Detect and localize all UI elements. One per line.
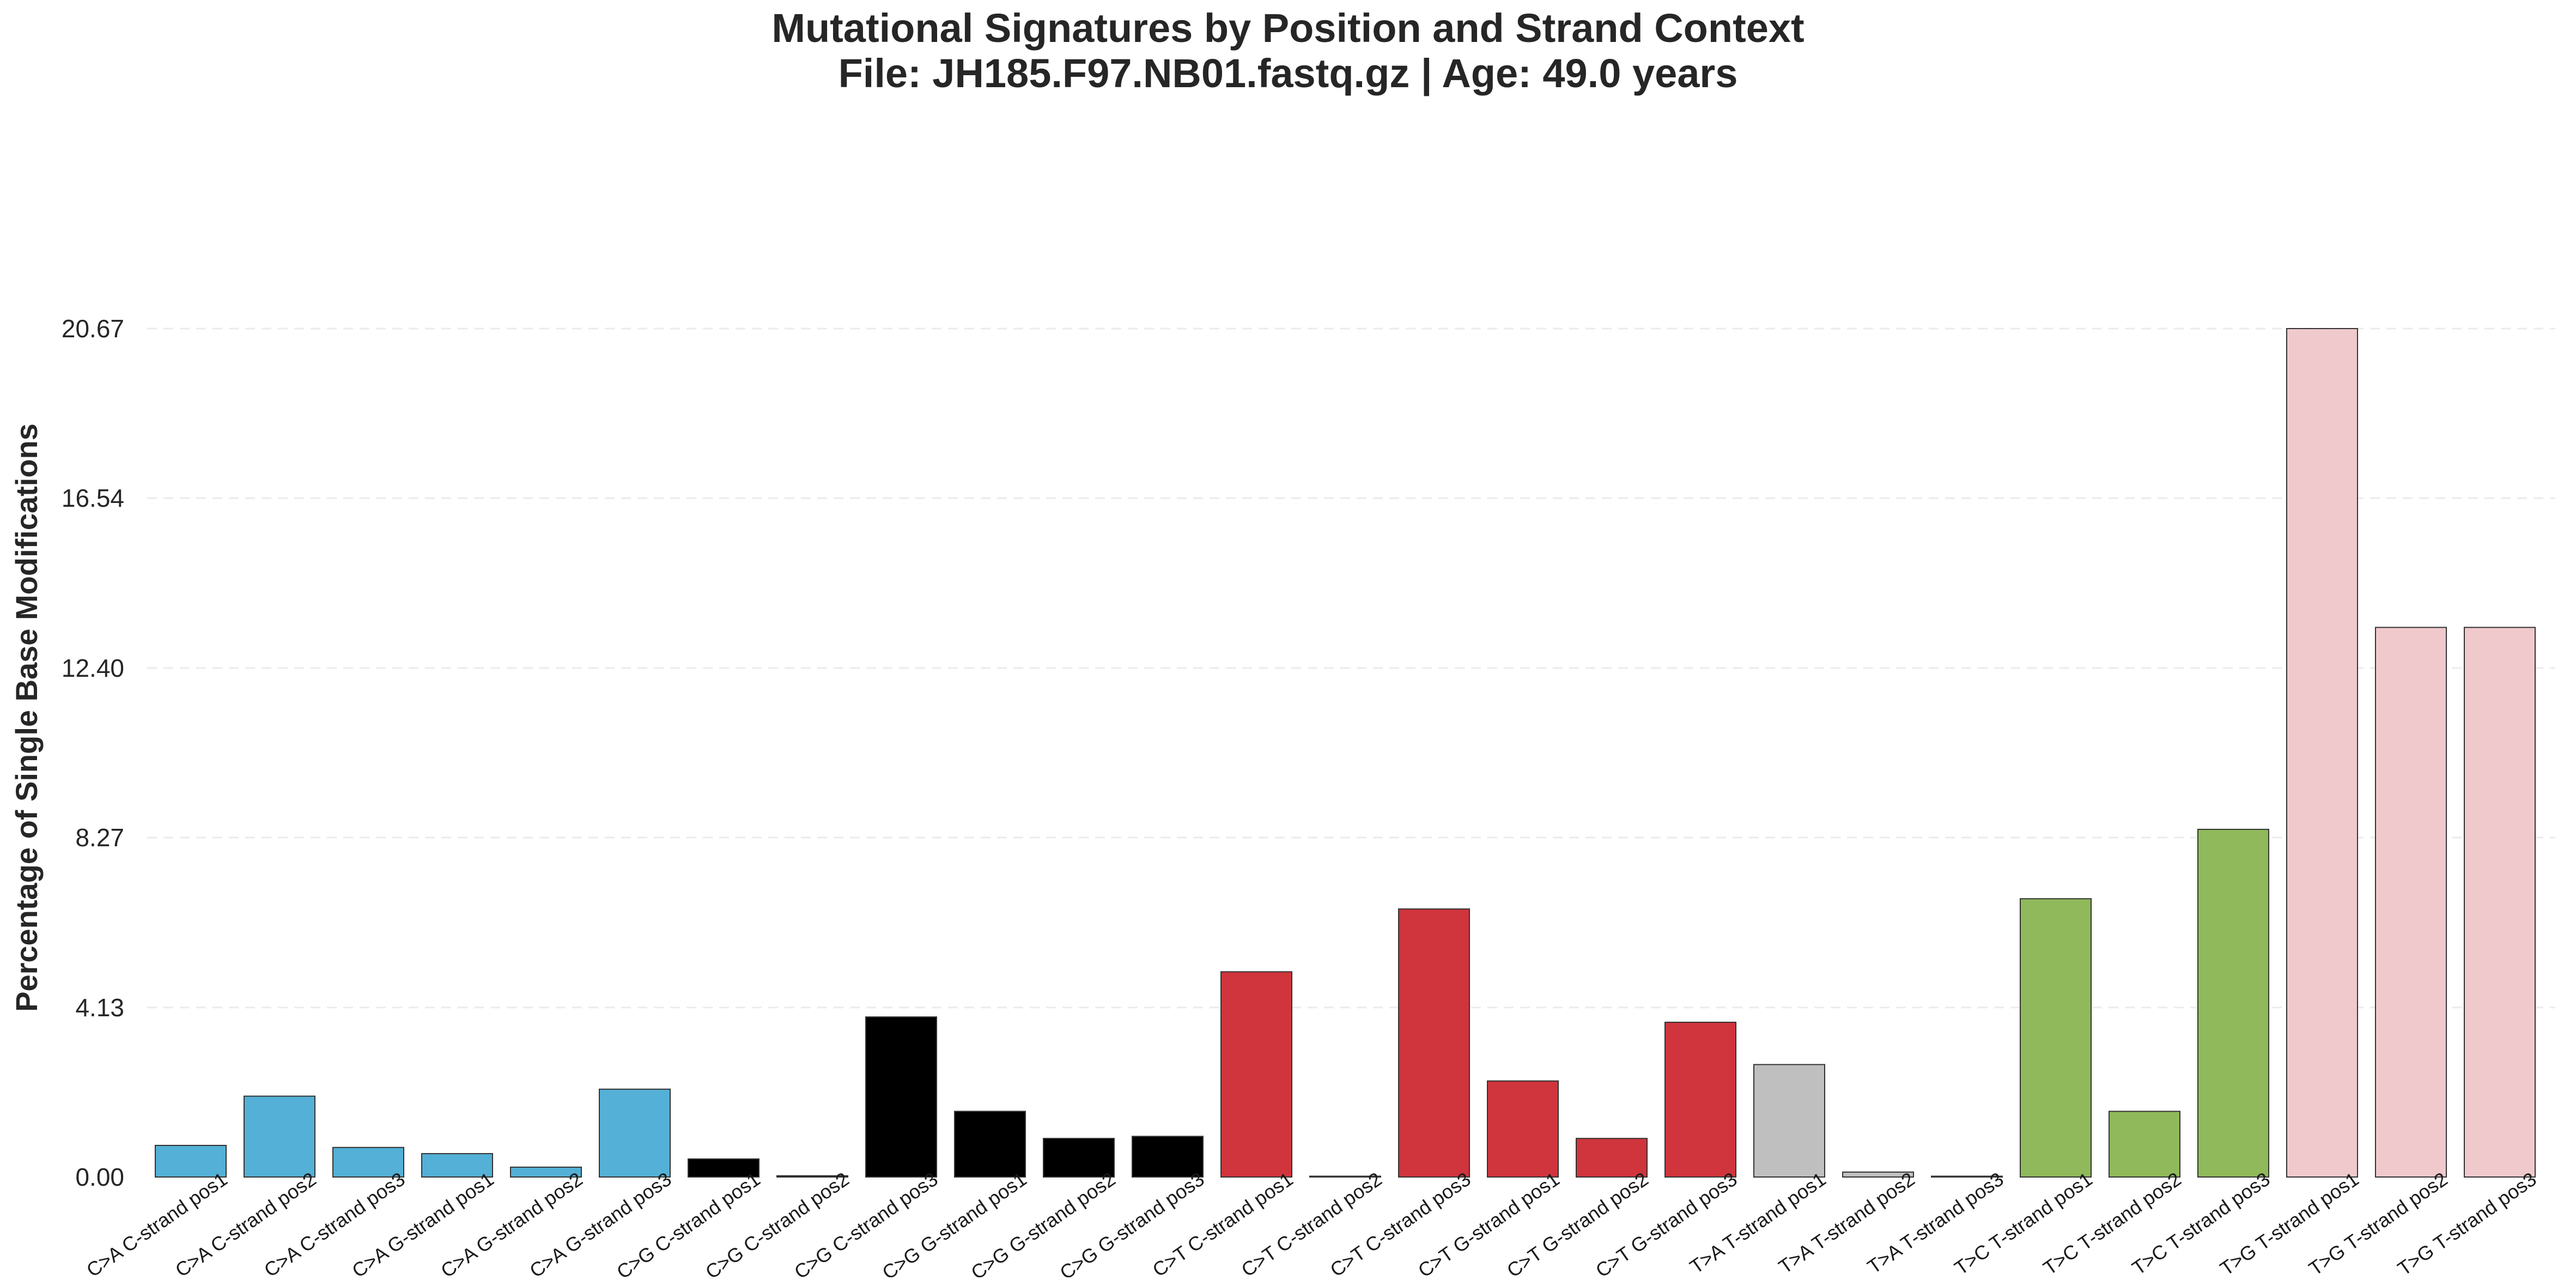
bar [865, 1016, 937, 1178]
bar [776, 1175, 848, 1178]
bar [1132, 1136, 1204, 1178]
bar [1309, 1175, 1381, 1178]
y-axis-label: Percentage of Single Base Modifications [9, 423, 44, 1012]
chart-title: Mutational Signatures by Position and St… [771, 5, 1804, 51]
bar [1931, 1175, 2003, 1178]
y-tick-label: 4.13 [75, 993, 124, 1022]
bars [155, 328, 2536, 1178]
bar [1753, 1064, 1825, 1178]
y-tick-label: 20.67 [62, 314, 124, 343]
bar [688, 1158, 760, 1178]
bar [954, 1111, 1026, 1178]
bar [599, 1088, 671, 1178]
bar [2464, 627, 2536, 1178]
bar [2109, 1111, 2180, 1178]
y-tick-label: 8.27 [75, 823, 124, 852]
y-tick-label: 0.00 [75, 1163, 124, 1191]
bar [1842, 1171, 1914, 1178]
bar [332, 1146, 404, 1178]
bar [2375, 627, 2447, 1178]
bar [155, 1144, 227, 1178]
bar [2197, 828, 2269, 1178]
y-tick-label: 12.40 [62, 654, 124, 682]
bar [1664, 1022, 1736, 1178]
chart-subtitle: File: JH185.F97.NB01.fastq.gz | Age: 49.… [839, 51, 1738, 96]
bar [1043, 1138, 1115, 1178]
bar [421, 1153, 493, 1178]
bar [244, 1095, 315, 1178]
y-tick-labels: 0.00 4.13 8.27 12.40 16.54 20.67 [62, 314, 124, 1191]
bar [1576, 1138, 1648, 1178]
bar [2286, 328, 2358, 1178]
y-tick-label: 16.54 [62, 484, 124, 512]
bar [1398, 908, 1470, 1178]
bar [1220, 971, 1292, 1178]
bar [510, 1166, 582, 1178]
gridlines [147, 327, 2555, 1009]
bar [1487, 1080, 1559, 1178]
bar [2020, 898, 2092, 1178]
